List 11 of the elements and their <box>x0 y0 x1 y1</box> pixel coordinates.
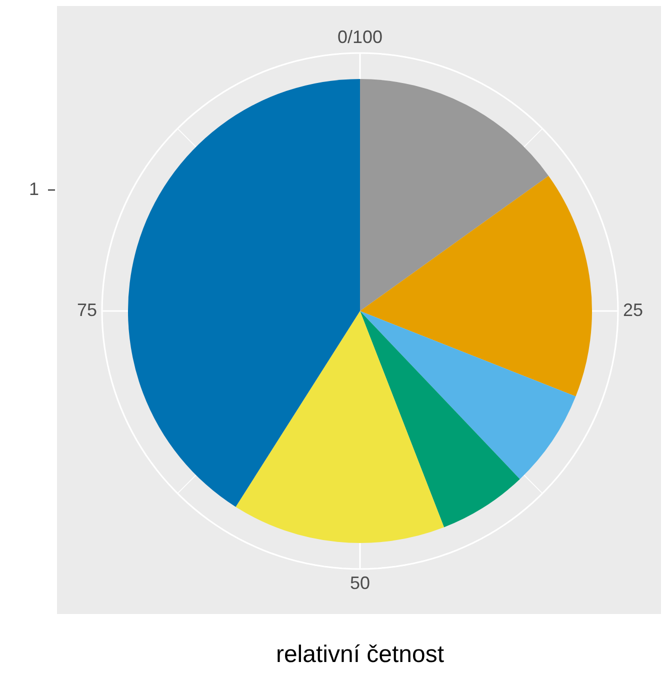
text: 0/100 <box>337 27 383 47</box>
text: 50 <box>350 573 370 593</box>
text: relativní četnost <box>276 641 444 668</box>
text: 75 <box>76 300 98 320</box>
pie-slice <box>360 311 576 480</box>
pie-slice <box>236 311 444 543</box>
pie-slice <box>128 79 360 507</box>
text: 1 <box>28 179 39 199</box>
text: 25 <box>622 300 644 320</box>
pie-slice <box>360 311 520 528</box>
pie-slice <box>360 176 592 396</box>
